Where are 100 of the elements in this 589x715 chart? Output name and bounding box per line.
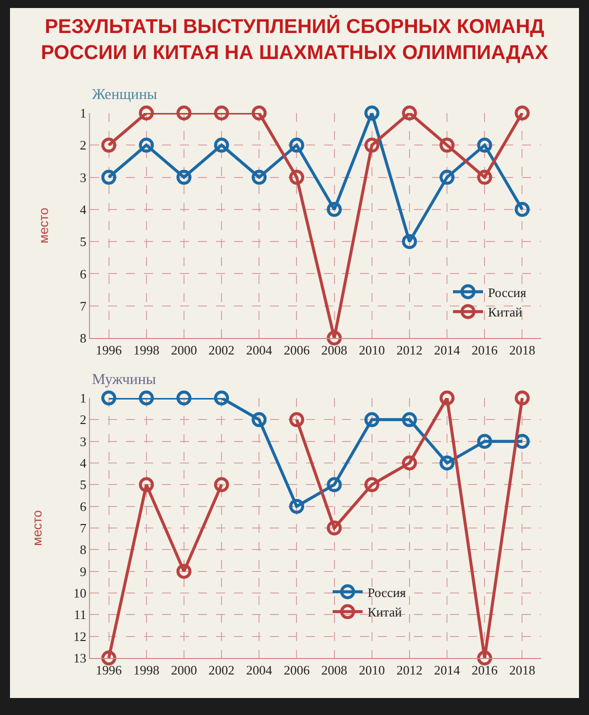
point [289,138,304,153]
point [214,106,230,120]
point [289,498,304,514]
point [364,412,380,428]
point [402,456,417,470]
point [138,390,154,406]
point [440,138,455,153]
legend-label: Россия [368,584,406,600]
point [402,106,417,120]
y-tick-label: 6 [80,266,87,282]
x-tick-label: 2014 [434,342,461,358]
point [364,138,380,153]
x-tick-label: 2006 [284,662,310,678]
point [326,202,342,217]
x-tick-label: 2010 [358,662,385,678]
x-tick-label: 2010 [358,342,385,358]
x-tick-label: 2016 [472,662,498,678]
point [326,330,342,346]
x-tick-label: 1996 [96,662,122,678]
y-tick-label: 8 [80,542,86,558]
point [214,477,230,492]
y-tick-label: 10 [73,586,86,601]
point [440,456,455,470]
point [176,170,192,185]
x-tick-label: 2002 [208,342,235,358]
y-tick-label: 3 [80,434,86,449]
y-tick-label: 4 [80,202,87,217]
point [214,390,230,406]
y-tick-label: 12 [73,628,86,644]
y-tick-label: 7 [80,520,87,536]
point [514,106,530,120]
x-tick-label: 2002 [208,662,235,678]
x-tick-label: 2018 [509,342,536,358]
point [101,390,116,406]
y-tick-label: 11 [74,607,86,622]
x-tick-label: 2006 [284,342,310,358]
legend-label: Китай [368,604,402,620]
x-tick-label: 2004 [246,662,273,678]
point [138,106,154,120]
x-tick-label: 2000 [170,342,197,358]
chart-subtitle: Мужчины [92,372,156,388]
x-tick-label: 2004 [246,342,273,358]
legend-label: Китай [488,304,522,320]
point [364,106,380,120]
point [440,390,455,406]
point [252,412,267,428]
point [326,520,342,536]
x-tick-label: 1996 [96,342,122,358]
point [326,477,342,492]
y-axis-title: место [29,510,44,546]
point [477,170,492,185]
x-tick-label: 2016 [472,342,498,358]
point [440,170,455,185]
legend-label: Россия [488,284,526,300]
point [477,650,492,666]
chart-title: РЕЗУЛЬТАТЫ ВЫСТУПЛЕНИЙ СБОРНЫХ КОМАНД РОССИИ И КИТАЯ НА ШАХМАТНЫХ ОЛИМПИАДАХ [40,14,549,64]
point [101,170,116,185]
x-tick-label: 2014 [434,662,461,678]
point [402,234,417,250]
point [289,170,304,185]
y-tick-label: 8 [80,330,86,346]
y-tick-label: 1 [80,390,86,406]
point [176,564,192,579]
point [514,390,530,406]
y-tick-label: 2 [80,412,86,428]
x-tick-label: 2008 [321,342,348,358]
x-tick-label: 2000 [170,662,197,678]
chart-subtitle: Женщины [92,87,158,103]
point [101,138,116,153]
point [364,477,380,492]
point [138,138,154,153]
point [402,412,417,428]
point [477,138,492,153]
x-tick-label: 1998 [133,342,160,358]
y-tick-label: 6 [80,498,87,514]
y-tick-label: 2 [80,138,86,153]
point [252,170,267,185]
y-tick-label: 13 [73,650,86,666]
y-tick-label: 4 [80,456,87,471]
y-tick-label: 1 [80,106,86,121]
y-tick-label: 5 [80,234,86,250]
point [514,202,530,217]
point [289,412,304,428]
point [176,106,192,120]
x-tick-label: 2018 [509,662,536,678]
point [214,138,230,153]
y-tick-label: 3 [80,170,86,185]
y-tick-label: 9 [80,564,86,579]
y-axis-title: место [36,208,51,244]
y-tick-label: 7 [80,298,87,314]
point [176,390,192,406]
x-tick-label: 2012 [396,662,422,678]
x-tick-label: 2008 [321,662,348,678]
y-tick-label: 5 [80,477,86,492]
point [477,434,492,449]
x-tick-label: 1998 [133,662,160,678]
x-tick-label: 2012 [396,342,422,358]
point [101,650,116,666]
point [138,477,154,492]
point [252,106,267,120]
